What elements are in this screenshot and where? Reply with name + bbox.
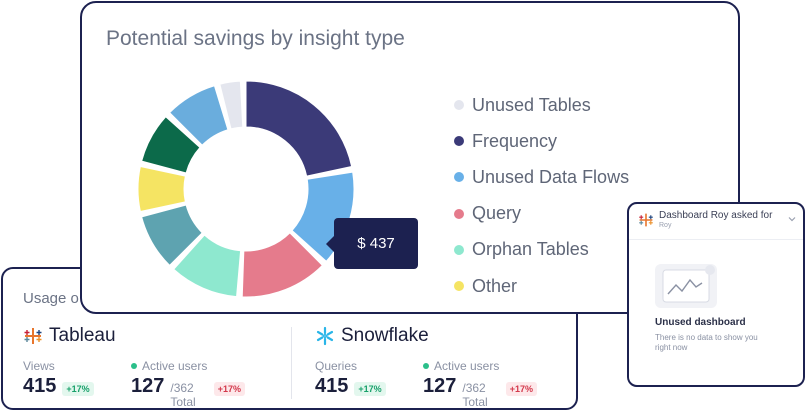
active-dot-icon: [131, 363, 137, 369]
snowflake-queries-metric: Queries 415 +17%: [315, 359, 386, 398]
legend-label: Unused Data Flows: [472, 166, 630, 187]
tableau-name: Tableau: [49, 325, 116, 346]
savings-legend: Unused Tables Frequency Unused Data Flow…: [454, 87, 629, 304]
legend-item-unused-data-flows: Unused Data Flows: [454, 159, 629, 195]
snowflake-active-metric: Active users 127 /362 Total +17%: [423, 359, 537, 409]
active-change-badge: +17%: [213, 382, 245, 396]
legend-label: Other: [472, 275, 518, 296]
tableau-logo-icon: [639, 213, 653, 227]
legend-swatch: [454, 100, 464, 111]
legend-swatch: [454, 244, 464, 255]
active-dot-icon: [423, 363, 429, 369]
legend-swatch: [454, 208, 464, 219]
legend-label: Unused Tables: [472, 94, 591, 115]
active-users-label: Active users: [142, 359, 208, 373]
dashboard-header: Dashboard Roy asked for Roy: [638, 210, 797, 229]
savings-donut-chart: [137, 80, 355, 298]
legend-item-unused-tables: Unused Tables: [454, 87, 629, 123]
legend-item-other: Other: [454, 268, 629, 304]
dashboard-subtitle: Roy: [659, 222, 672, 229]
legend-swatch: [454, 172, 464, 183]
snowflake-logo-icon: [316, 326, 334, 346]
chevron-down-icon[interactable]: [787, 214, 797, 224]
chart-tooltip: $ 437: [326, 218, 418, 269]
divider: [629, 239, 803, 240]
legend-item-frequency: Frequency: [454, 123, 629, 159]
tableau-section: Tableau Views 415 +17% Active users 127 …: [23, 325, 245, 409]
views-change-badge: +17%: [62, 382, 94, 396]
dashboard-title: Dashboard Roy asked for: [659, 210, 773, 221]
legend-swatch: [454, 281, 464, 292]
donut-segment-unused-tables[interactable]: [219, 80, 244, 130]
donut-segment-query[interactable]: [241, 232, 324, 298]
divider: [291, 327, 292, 399]
tableau-active-metric: Active users 127 /362 Total +17%: [131, 359, 245, 409]
active-change-badge: +17%: [505, 382, 537, 396]
donut-segment-other-teal[interactable]: [141, 204, 203, 267]
legend-item-orphan-tables: Orphan Tables: [454, 232, 629, 268]
views-label: Views: [23, 359, 55, 373]
snowflake-name: Snowflake: [341, 325, 429, 346]
dashboard-message: There is no data to show you right now: [655, 333, 758, 352]
donut-segment-other[interactable]: [137, 165, 186, 213]
donut-segment-other-blue[interactable]: [168, 85, 229, 146]
active-users-label: Active users: [434, 359, 500, 373]
queries-label: Queries: [315, 359, 358, 373]
legend-label: Query: [472, 203, 522, 224]
views-value: 415: [23, 375, 57, 397]
queries-value: 415: [315, 375, 349, 397]
savings-title: Potential savings by insight type: [106, 27, 405, 50]
active-users-value: 127: [131, 375, 165, 397]
active-users-value: 127: [423, 375, 457, 397]
empty-dashboard-illustration: [655, 264, 717, 308]
dashboard-card[interactable]: Dashboard Roy asked for Roy Unused dashb…: [627, 202, 805, 387]
dashboard-status: Unused dashboard: [655, 317, 746, 328]
donut-segment-other-green[interactable]: [141, 116, 201, 174]
queries-change-badge: +17%: [354, 382, 386, 396]
legend-swatch: [454, 136, 464, 147]
donut-segment-frequency[interactable]: [245, 80, 353, 177]
donut-segment-orphan-tables[interactable]: [173, 234, 242, 298]
legend-item-query: Query: [454, 196, 629, 232]
tableau-logo-icon: [24, 328, 42, 344]
tableau-views-metric: Views 415 +17%: [23, 359, 94, 398]
active-users-total: /362 Total: [170, 381, 196, 409]
usage-title: Usage o: [23, 290, 79, 307]
active-users-total: /362 Total: [462, 381, 488, 409]
snowflake-section: Snowflake Queries 415 +17% Active users …: [315, 325, 537, 409]
legend-label: Orphan Tables: [472, 239, 589, 260]
legend-label: Frequency: [472, 130, 558, 151]
